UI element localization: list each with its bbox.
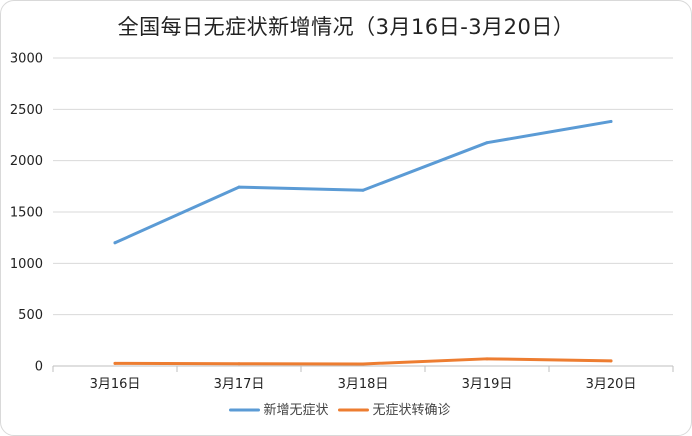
x-tick-label: 3月17日 [214, 377, 265, 392]
data-point [485, 357, 489, 361]
y-tick-label: 3000 [10, 52, 43, 67]
data-point [361, 362, 365, 366]
x-tick-label: 3月16日 [90, 377, 141, 392]
x-tick-label: 3月18日 [338, 377, 389, 392]
x-tick-label: 3月20日 [586, 377, 637, 392]
data-point [237, 362, 241, 366]
y-tick-label: 1000 [10, 257, 43, 272]
gridlines [53, 57, 673, 367]
x-axis-ticks: 3月16日 3月17日 3月18日 3月19日 3月20日 [52, 366, 674, 392]
series-lines [113, 119, 613, 366]
y-axis-ticks: 0 500 1000 1500 2000 2500 3000 [10, 52, 43, 375]
legend-label: 无症状转确诊 [373, 403, 451, 418]
data-point [237, 185, 241, 189]
chart-title: 全国每日无症状新增情况（3月16日-3月20日） [117, 15, 575, 39]
y-tick-label: 0 [35, 360, 43, 375]
y-tick-label: 1500 [10, 206, 43, 221]
y-tick-label: 2500 [10, 103, 43, 118]
data-point [609, 359, 613, 363]
data-point [113, 361, 117, 365]
data-point [113, 241, 117, 245]
data-point [609, 119, 613, 123]
legend-label: 新增无症状 [264, 402, 329, 418]
data-point [485, 141, 489, 145]
series-line-1 [113, 119, 613, 245]
y-tick-label: 500 [18, 308, 43, 323]
y-tick-label: 2000 [10, 154, 43, 169]
data-point [361, 188, 365, 192]
legend: 新增无症状 无症状转确诊 [229, 402, 451, 418]
x-tick-label: 3月19日 [462, 377, 513, 392]
